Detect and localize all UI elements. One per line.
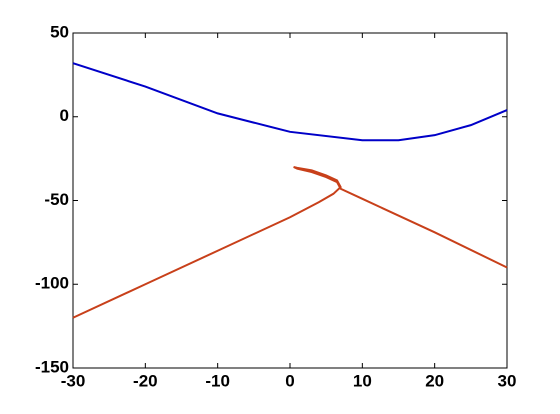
plot-area	[72, 32, 508, 369]
y-tick-label: -150	[35, 357, 69, 376]
x-tick-label: 30	[498, 371, 517, 390]
x-tick-label: 0	[285, 371, 294, 390]
x-tick-label: 10	[353, 371, 372, 390]
x-tick-label: -20	[133, 371, 158, 390]
x-tick-label: 20	[425, 371, 444, 390]
x-tick-label: -10	[205, 371, 230, 390]
y-tick-label: 0	[60, 106, 69, 125]
line-series	[72, 62, 508, 142]
line-series	[72, 166, 508, 319]
y-tick-label: 50	[50, 22, 69, 41]
x-tick-label: -30	[61, 371, 86, 390]
y-tick-label: -50	[44, 190, 69, 209]
y-tick-label: -100	[35, 274, 69, 293]
